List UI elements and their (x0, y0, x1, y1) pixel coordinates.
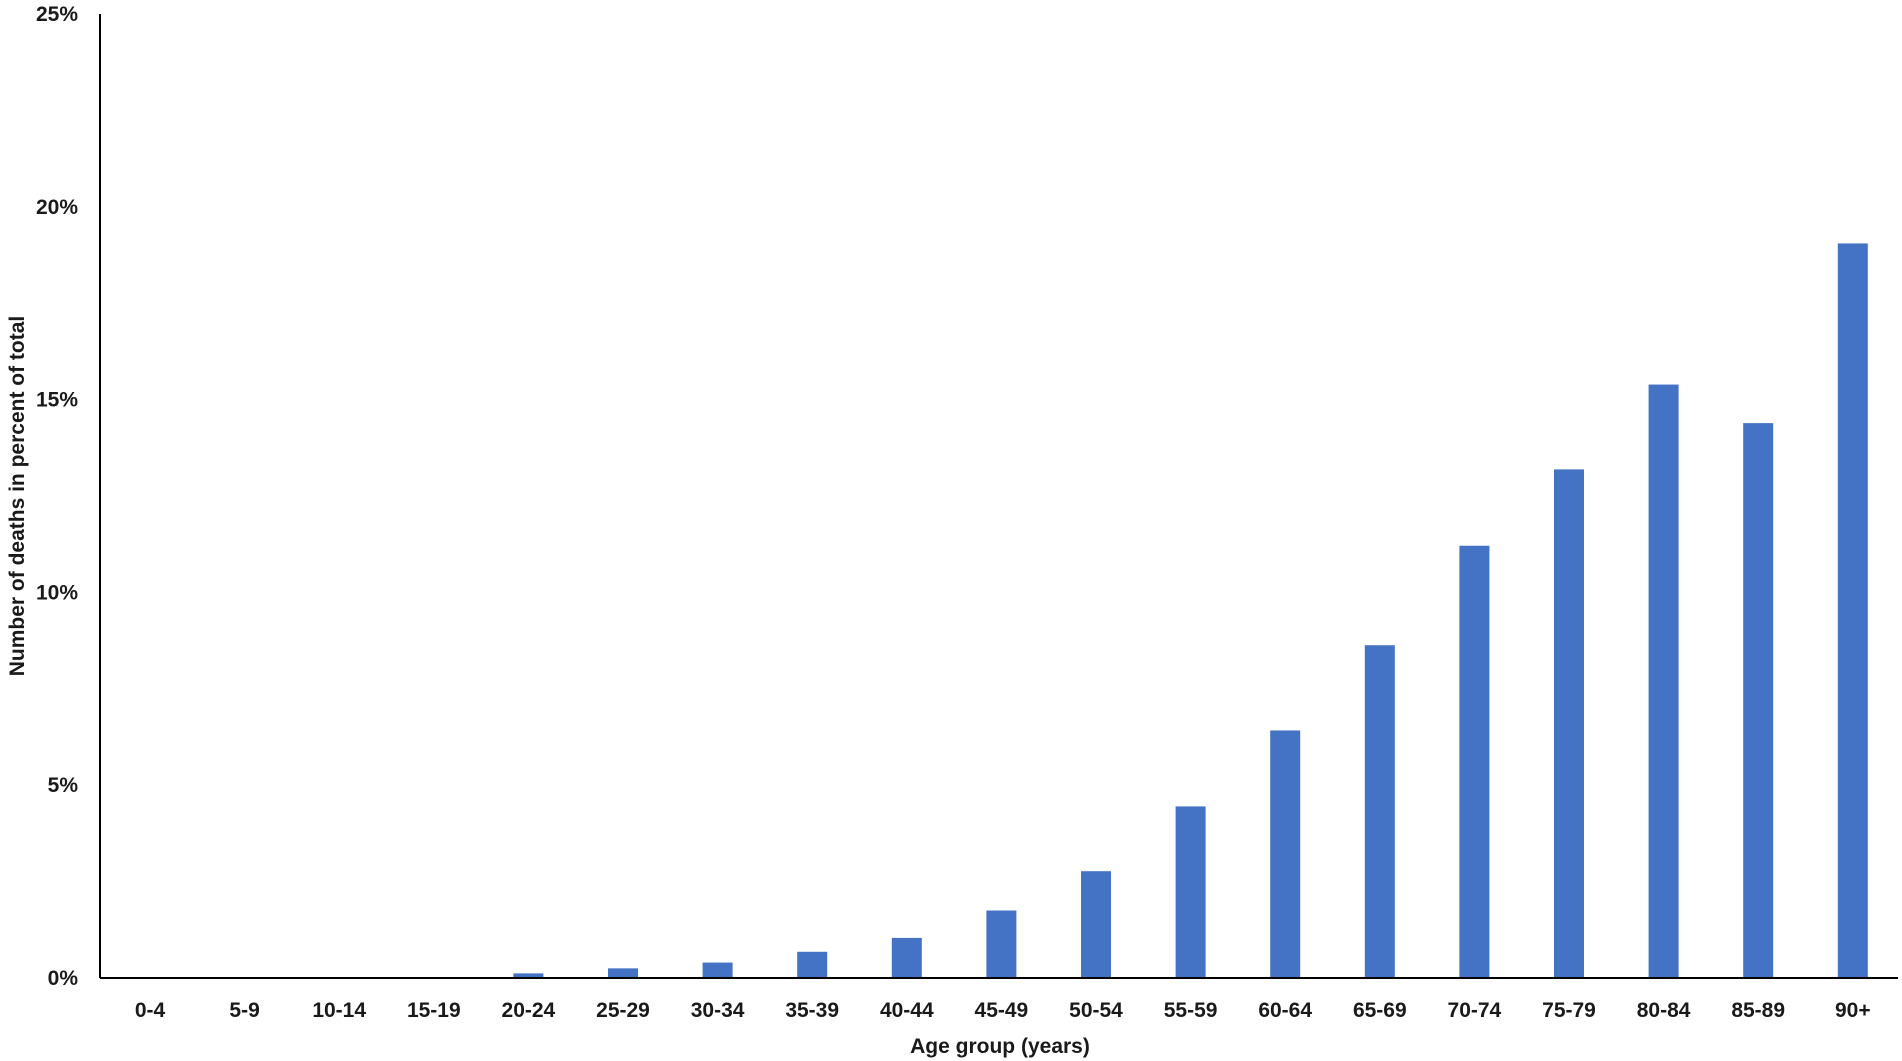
x-tick-label: 60-64 (1258, 999, 1312, 1022)
y-tick-label: 15% (36, 389, 78, 412)
x-tick-label: 50-54 (1069, 999, 1123, 1022)
y-tick-label: 10% (36, 581, 78, 604)
bar-85-89 (1743, 423, 1774, 979)
x-tick-label: 70-74 (1448, 999, 1502, 1022)
x-tick-label: 40-44 (880, 999, 934, 1022)
x-tick-label: 45-49 (975, 999, 1029, 1022)
x-tick-label: 0-4 (135, 999, 166, 1022)
y-axis-title: Number of deaths in percent of total (6, 316, 29, 677)
x-tick-label: 20-24 (502, 999, 556, 1022)
x-tick-label: 55-59 (1164, 999, 1218, 1022)
bar-30-34 (702, 962, 733, 978)
bar-70-74 (1459, 545, 1490, 978)
bar-35-39 (797, 951, 828, 978)
bar-80-84 (1648, 384, 1679, 978)
x-tick-label: 10-14 (312, 999, 366, 1022)
x-tick-label: 65-69 (1353, 999, 1407, 1022)
y-tick-label: 25% (36, 3, 78, 26)
x-tick-label: 80-84 (1637, 999, 1691, 1022)
bar-90+ (1837, 243, 1868, 978)
bar-50-54 (1081, 871, 1111, 978)
y-tick-label: 20% (36, 196, 78, 219)
x-tick-label: 85-89 (1731, 999, 1785, 1022)
x-tick-label: 30-34 (691, 999, 745, 1022)
x-tick-label: 35-39 (785, 999, 839, 1022)
bar-45-49 (986, 910, 1017, 978)
bars-group (418, 243, 1868, 979)
x-tick-label: 75-79 (1542, 999, 1596, 1022)
bar-65-69 (1364, 645, 1395, 978)
x-axis-title: Age group (years) (910, 1035, 1090, 1058)
x-tick-label: 90+ (1835, 999, 1871, 1022)
y-tick-labels: 0% 5% 10% 15% 20% 25% (36, 3, 78, 990)
bar-75-79 (1554, 469, 1584, 978)
y-tick-label: 0% (48, 967, 79, 990)
x-tick-label: 15-19 (407, 999, 461, 1022)
x-tick-label: 25-29 (596, 999, 650, 1022)
bar-20-24 (513, 973, 544, 978)
bar-55-59 (1175, 806, 1206, 978)
bar-25-29 (608, 968, 638, 978)
y-tick-label: 5% (48, 774, 79, 797)
bar-40-44 (891, 937, 922, 978)
bar-60-64 (1270, 730, 1301, 978)
x-tick-label: 5-9 (229, 999, 259, 1022)
x-tick-labels: 0-4 5-9 10-14 15-19 20-24 25-29 30-34 35-39 40-4… (135, 999, 1871, 1022)
